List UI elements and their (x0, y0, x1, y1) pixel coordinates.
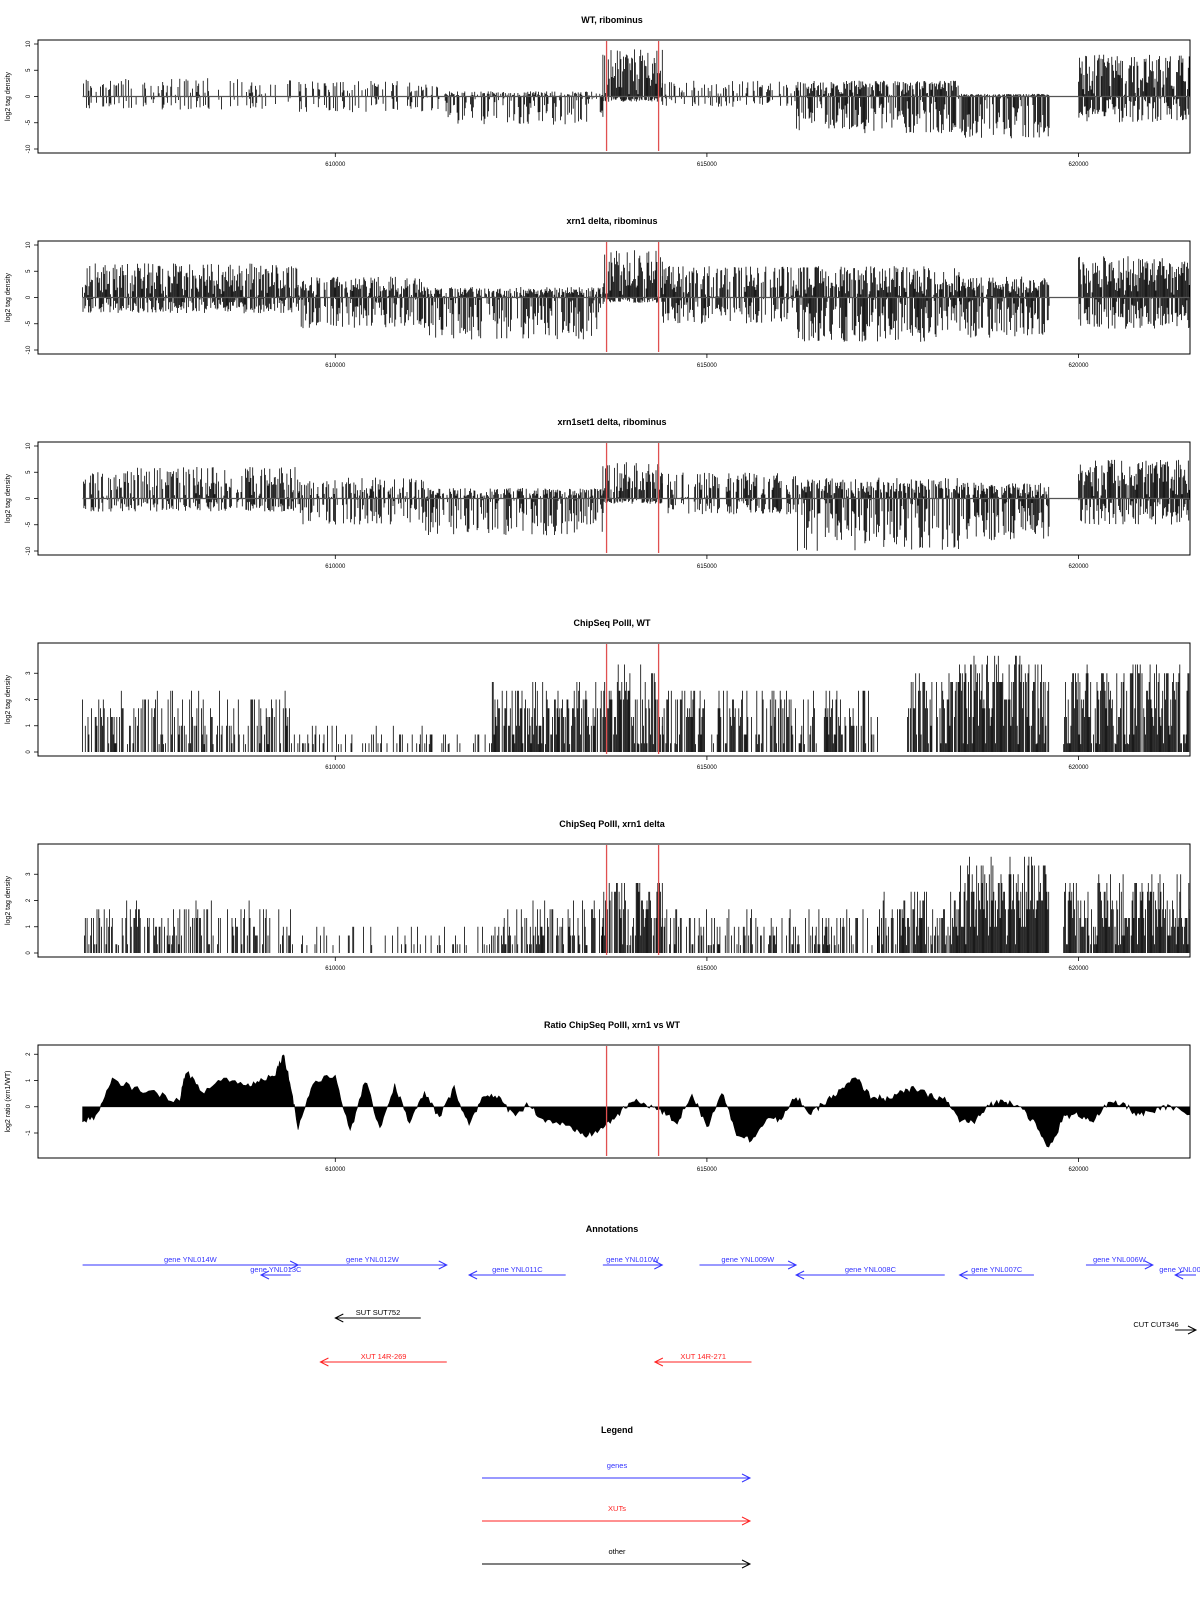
x-tick-label: 620000 (1069, 363, 1090, 369)
y-tick-label: 0 (26, 94, 32, 98)
data-marks (82, 655, 1190, 752)
y-tick-label: 10 (26, 241, 32, 248)
panel-title: WT, ribominus (581, 15, 643, 25)
x-tick-label: 615000 (697, 162, 718, 168)
x-tick-label: 615000 (697, 564, 718, 570)
y-axis-label: log2 tag density (5, 674, 12, 724)
y-axis-label: log2 tag density (5, 473, 12, 523)
y-tick-label: -10 (26, 345, 32, 354)
y-tick-label: 10 (26, 40, 32, 47)
x-tick-label: 610000 (325, 162, 346, 168)
y-tick-label: -5 (26, 521, 32, 527)
y-tick-label: -10 (26, 546, 32, 555)
y-axis-label: log2 tag density (5, 272, 12, 322)
panel-2: xrn1 delta, ribominus log2 tag density 10 5… (5, 216, 1191, 369)
y-tick-label: 0 (26, 295, 32, 299)
panel-title: xrn1set1 delta, ribominus (557, 417, 666, 427)
y-axis-label: log2 tag density (5, 71, 12, 121)
data-marks (82, 250, 1190, 342)
data-marks (83, 49, 1190, 139)
y-tick-label: 0 (26, 496, 32, 500)
y-tick-label: 10 (26, 442, 32, 449)
x-tick-label: 615000 (697, 363, 718, 369)
panel-title: xrn1 delta, ribominus (566, 216, 657, 226)
panel-1: WT, ribominus log2 tag density 10 5 0 -5 -10 61… (5, 15, 1191, 168)
panel-title: ChipSeq PolII, WT (574, 618, 651, 628)
x-tick-label: 620000 (1069, 564, 1090, 570)
y-tick-label: 5 (26, 269, 32, 273)
y-tick-label: -10 (26, 144, 32, 153)
y-tick-label: -5 (26, 320, 32, 326)
y-tick-label: 5 (26, 68, 32, 72)
y-tick-label: -5 (26, 119, 32, 125)
x-tick-label: 610000 (325, 564, 346, 570)
y-tick-label: 5 (26, 470, 32, 474)
x-tick-label: 610000 (325, 363, 346, 369)
x-tick-label: 620000 (1069, 162, 1090, 168)
data-marks (83, 459, 1190, 551)
panel-3: xrn1set1 delta, ribominus log2 tag densit… (5, 417, 1191, 570)
